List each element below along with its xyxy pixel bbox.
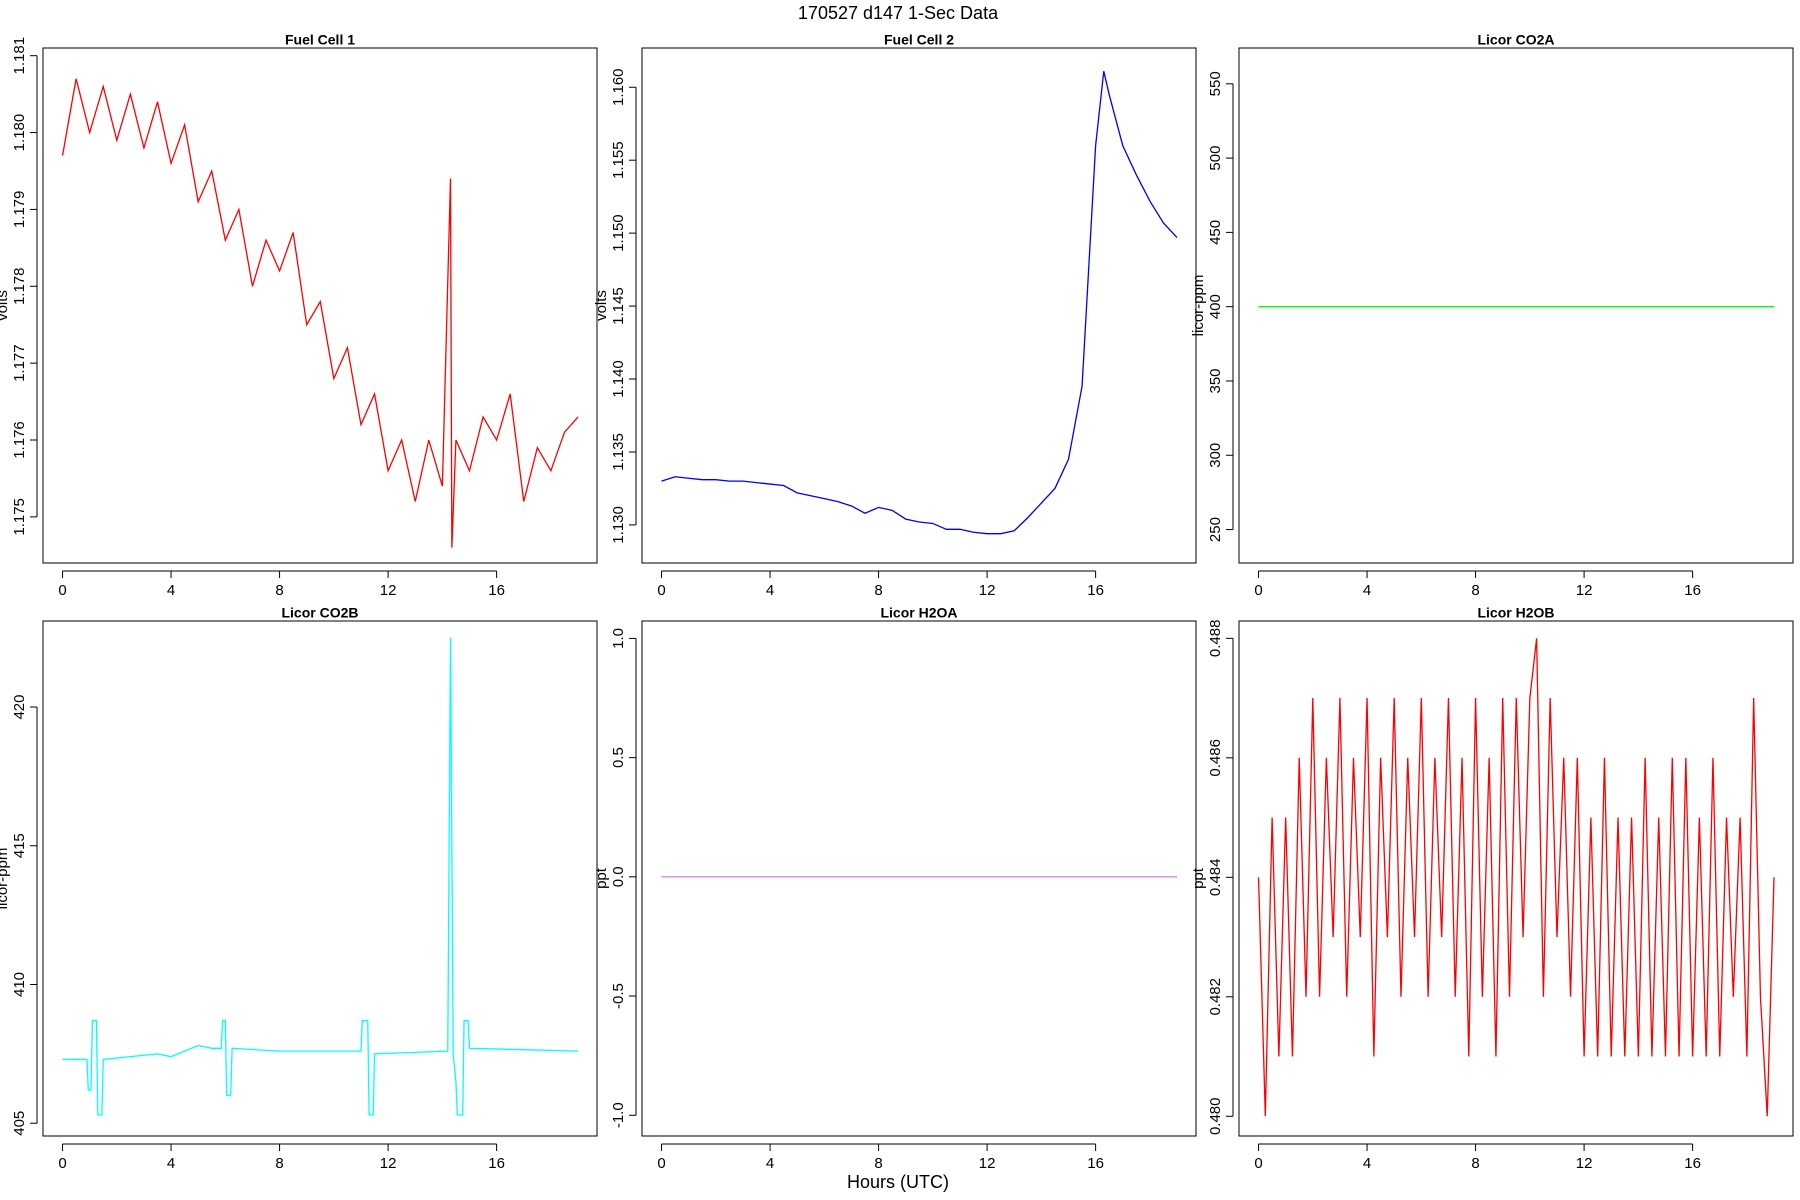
data-line: [61, 78, 579, 548]
x-tick-label: 0: [657, 582, 665, 599]
y-axis-label: licor-ppm: [1190, 275, 1207, 337]
x-tick-label: 12: [1576, 1155, 1593, 1172]
y-axis-label: volts: [593, 290, 610, 321]
x-tick-label: 16: [1684, 1155, 1701, 1172]
y-tick-label: 1.177: [11, 344, 28, 382]
x-tick-label: 12: [380, 1155, 397, 1172]
y-axis-label: ppt: [1190, 867, 1207, 889]
x-tick-label: 0: [1254, 1155, 1262, 1172]
x-tick-label: 16: [1087, 1155, 1104, 1172]
y-tick-label: 250: [1207, 517, 1224, 542]
x-tick-label: 12: [380, 582, 397, 599]
panel-title: Licor H2OB: [1477, 605, 1554, 621]
y-axis-label: licor-ppm: [0, 848, 11, 910]
y-tick-label: 500: [1207, 146, 1224, 171]
plot-frame: [42, 47, 598, 564]
y-tick-label: 1.180: [11, 114, 28, 152]
y-tick-label: 0.5: [610, 747, 627, 768]
y-tick-label: 415: [11, 833, 28, 858]
y-tick-label: 0.0: [610, 866, 627, 887]
data-line: [62, 637, 579, 1116]
y-tick-label: 0.484: [1207, 859, 1224, 897]
x-axis-label: Hours (UTC): [847, 1172, 949, 1192]
panel-title: Licor H2OA: [880, 605, 957, 621]
plot-frame: [641, 620, 1197, 1137]
x-tick-label: 16: [1087, 582, 1104, 599]
y-tick-label: 1.130: [610, 506, 627, 544]
x-tick-label: 4: [1363, 1155, 1371, 1172]
x-tick-label: 0: [58, 1155, 66, 1172]
x-tick-label: 0: [657, 1155, 665, 1172]
y-tick-label: 1.140: [610, 360, 627, 398]
x-tick-label: 12: [979, 1155, 996, 1172]
x-tick-label: 8: [1471, 582, 1479, 599]
x-tick-label: 8: [1471, 1155, 1479, 1172]
x-tick-label: 4: [167, 1155, 175, 1172]
x-tick-label: 4: [766, 582, 774, 599]
x-tick-label: 8: [275, 582, 283, 599]
x-tick-label: 8: [275, 1155, 283, 1172]
panel-title: Licor CO2B: [281, 605, 358, 621]
y-tick-label: 300: [1207, 443, 1224, 468]
y-tick-label: 1.160: [610, 68, 627, 106]
data-line: [661, 71, 1178, 535]
x-tick-label: 12: [1576, 582, 1593, 599]
plot-frame: [1238, 47, 1794, 564]
y-tick-label: 420: [11, 695, 28, 720]
x-tick-label: 16: [1684, 582, 1701, 599]
y-tick-label: 1.176: [11, 421, 28, 459]
x-tick-label: 8: [874, 582, 882, 599]
plot-frame: [42, 620, 598, 1137]
x-tick-label: 0: [58, 582, 66, 599]
x-tick-label: 4: [167, 582, 175, 599]
panel-title: Fuel Cell 1: [285, 32, 355, 48]
y-axis-label: ppt: [593, 867, 610, 889]
y-tick-label: 0.482: [1207, 978, 1224, 1016]
y-tick-label: 1.175: [11, 498, 28, 536]
x-tick-label: 4: [1363, 582, 1371, 599]
x-tick-label: 0: [1254, 582, 1262, 599]
y-tick-label: -0.5: [610, 983, 627, 1009]
plot-frame: [1238, 620, 1794, 1137]
y-tick-label: 1.179: [11, 191, 28, 229]
y-tick-label: 1.135: [610, 433, 627, 471]
y-tick-label: 1.0: [610, 628, 627, 649]
x-tick-label: 16: [488, 1155, 505, 1172]
y-tick-label: -1.0: [610, 1102, 627, 1128]
y-tick-label: 0.486: [1207, 739, 1224, 777]
figure-title: 170527 d147 1-Sec Data: [798, 3, 999, 23]
x-tick-label: 4: [766, 1155, 774, 1172]
y-tick-label: 410: [11, 972, 28, 997]
plot-frame: [641, 47, 1197, 564]
y-tick-label: 450: [1207, 220, 1224, 245]
y-tick-label: 0.480: [1207, 1098, 1224, 1136]
y-tick-label: 1.150: [610, 214, 627, 252]
y-tick-label: 1.155: [610, 141, 627, 179]
x-tick-label: 16: [488, 582, 505, 599]
data-line: [1257, 638, 1775, 1117]
y-tick-label: 400: [1207, 294, 1224, 319]
y-tick-label: 350: [1207, 368, 1224, 393]
y-tick-label: 405: [11, 1111, 28, 1136]
y-tick-label: 1.181: [11, 37, 28, 75]
y-axis-label: volts: [0, 290, 11, 321]
x-tick-label: 12: [979, 582, 996, 599]
y-tick-label: 1.145: [610, 287, 627, 325]
x-tick-label: 8: [874, 1155, 882, 1172]
y-tick-label: 1.178: [11, 268, 28, 306]
panel-title: Licor CO2A: [1477, 32, 1554, 48]
panel-title: Fuel Cell 2: [884, 32, 954, 48]
y-tick-label: 550: [1207, 71, 1224, 96]
y-tick-label: 0.488: [1207, 620, 1224, 658]
